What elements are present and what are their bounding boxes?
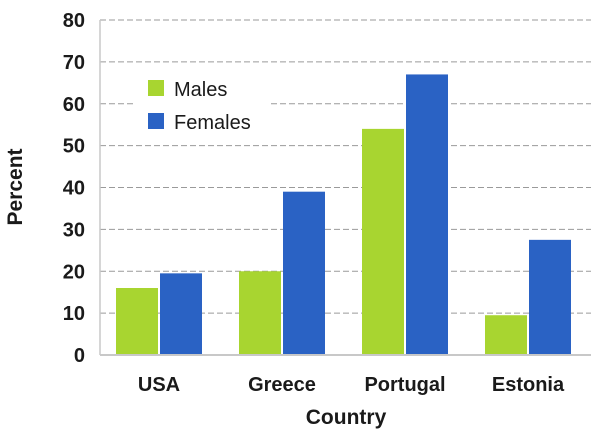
y-tick-label: 20 bbox=[63, 261, 85, 283]
legend-label-females: Females bbox=[174, 112, 251, 134]
x-tick-label-greece: Greece bbox=[248, 374, 316, 396]
bar-females-estonia bbox=[529, 239, 571, 355]
bar-males-usa bbox=[116, 288, 158, 355]
y-tick-label: 50 bbox=[63, 136, 85, 158]
x-tick-label-usa: USA bbox=[138, 374, 180, 396]
legend-swatch-males bbox=[148, 80, 164, 96]
bars bbox=[116, 74, 571, 355]
y-tick-label: 70 bbox=[63, 52, 85, 74]
legend-swatch-females bbox=[148, 113, 164, 129]
bar-males-estonia bbox=[485, 315, 527, 355]
y-tick-label: 30 bbox=[63, 219, 85, 241]
y-tick-label: 10 bbox=[63, 303, 85, 325]
legend-label-males: Males bbox=[174, 79, 227, 101]
y-axis-ticks: 0 10 20 30 40 50 60 70 80 bbox=[63, 10, 85, 367]
y-tick-label: 60 bbox=[63, 94, 85, 116]
x-tick-label-portugal: Portugal bbox=[364, 374, 445, 396]
y-tick-label: 0 bbox=[74, 345, 85, 367]
x-axis-title: Country bbox=[306, 406, 387, 429]
legend: Males Females bbox=[135, 70, 268, 143]
bar-males-portugal bbox=[362, 128, 404, 355]
bar-females-greece bbox=[283, 191, 325, 355]
y-tick-label: 80 bbox=[63, 10, 85, 32]
x-axis-categories: USA Greece Portugal Estonia bbox=[138, 374, 565, 396]
bar-females-usa bbox=[160, 273, 202, 355]
y-tick-label: 40 bbox=[63, 178, 85, 200]
x-tick-label-estonia: Estonia bbox=[492, 374, 565, 396]
bar-females-portugal bbox=[406, 74, 448, 355]
bar-males-greece bbox=[239, 271, 281, 355]
y-axis-title: Percent bbox=[4, 148, 27, 225]
gridlines bbox=[100, 19, 591, 314]
